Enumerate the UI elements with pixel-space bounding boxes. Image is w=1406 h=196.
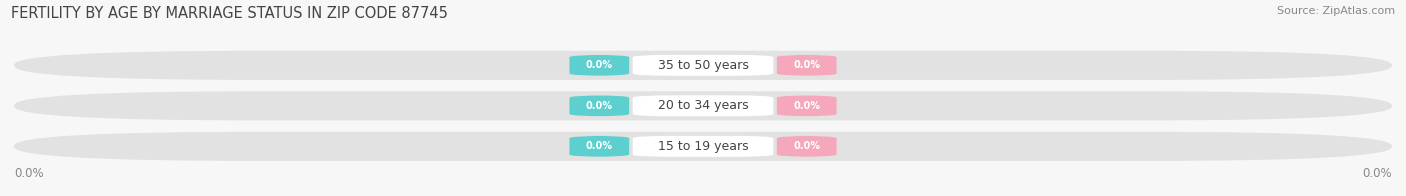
Text: Source: ZipAtlas.com: Source: ZipAtlas.com — [1277, 6, 1395, 16]
FancyBboxPatch shape — [569, 55, 630, 76]
FancyBboxPatch shape — [14, 91, 1392, 120]
Text: 0.0%: 0.0% — [793, 141, 820, 151]
Text: 0.0%: 0.0% — [586, 141, 613, 151]
Text: 35 to 50 years: 35 to 50 years — [658, 59, 748, 72]
Text: FERTILITY BY AGE BY MARRIAGE STATUS IN ZIP CODE 87745: FERTILITY BY AGE BY MARRIAGE STATUS IN Z… — [11, 6, 449, 21]
FancyBboxPatch shape — [633, 136, 773, 157]
Text: 0.0%: 0.0% — [586, 60, 613, 70]
FancyBboxPatch shape — [633, 55, 773, 76]
FancyBboxPatch shape — [778, 55, 837, 76]
FancyBboxPatch shape — [778, 136, 837, 157]
FancyBboxPatch shape — [569, 136, 630, 157]
FancyBboxPatch shape — [633, 95, 773, 116]
Text: 0.0%: 0.0% — [586, 101, 613, 111]
FancyBboxPatch shape — [778, 95, 837, 116]
Text: 15 to 19 years: 15 to 19 years — [658, 140, 748, 153]
Text: 20 to 34 years: 20 to 34 years — [658, 99, 748, 112]
Text: 0.0%: 0.0% — [14, 167, 44, 180]
Text: 0.0%: 0.0% — [793, 60, 820, 70]
FancyBboxPatch shape — [14, 51, 1392, 80]
FancyBboxPatch shape — [569, 95, 630, 116]
Text: 0.0%: 0.0% — [793, 101, 820, 111]
FancyBboxPatch shape — [14, 132, 1392, 161]
Text: 0.0%: 0.0% — [1362, 167, 1392, 180]
